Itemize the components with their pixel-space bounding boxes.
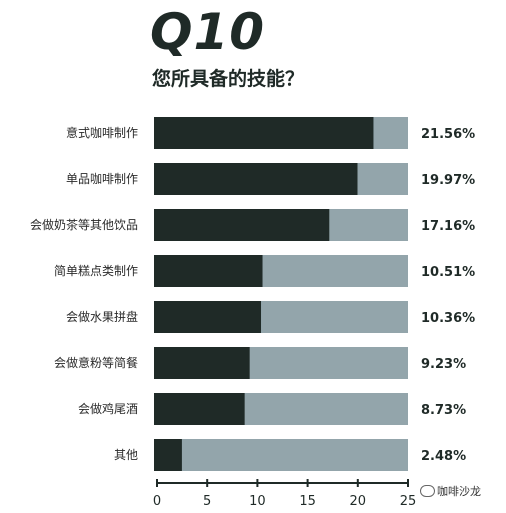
chart-subtitle: 您所具备的技能？ bbox=[152, 68, 305, 90]
category-label: 会做奶茶等其他饮品 bbox=[30, 217, 138, 232]
value-label: 17.16% bbox=[421, 219, 475, 234]
category-label: 简单糕点类制作 bbox=[54, 264, 138, 278]
value-label: 2.48% bbox=[421, 449, 466, 464]
bar bbox=[154, 255, 263, 287]
chart-title: Q10 bbox=[150, 3, 266, 61]
category-label: 会做意粉等简餐 bbox=[54, 355, 138, 370]
value-label: 19.97% bbox=[421, 173, 475, 188]
bar-track bbox=[154, 439, 408, 471]
value-label: 8.73% bbox=[421, 403, 466, 418]
bar bbox=[154, 301, 262, 333]
x-tick-label: 5 bbox=[203, 494, 211, 509]
category-label: 其他 bbox=[114, 448, 138, 462]
category-label: 会做鸡尾酒 bbox=[78, 401, 138, 416]
category-label: 单品咖啡制作 bbox=[66, 171, 138, 186]
value-label: 10.51% bbox=[421, 265, 475, 280]
value-label: 10.36% bbox=[421, 311, 475, 326]
x-tick-label: 10 bbox=[249, 494, 266, 509]
x-tick-label: 15 bbox=[299, 494, 316, 509]
wechat-icon bbox=[420, 485, 435, 497]
watermark: 咖啡沙龙 bbox=[420, 483, 481, 499]
bar bbox=[154, 209, 330, 241]
watermark-text: 咖啡沙龙 bbox=[437, 485, 481, 498]
value-label: 21.56% bbox=[421, 127, 475, 142]
x-tick-label: 25 bbox=[400, 494, 417, 509]
x-tick-label: 0 bbox=[153, 494, 161, 509]
bar bbox=[154, 117, 374, 149]
bar bbox=[154, 163, 358, 195]
bar bbox=[154, 439, 182, 471]
bar bbox=[154, 347, 250, 379]
bar bbox=[154, 393, 245, 425]
category-label: 会做水果拼盘 bbox=[66, 309, 138, 324]
category-label: 意式咖啡制作 bbox=[66, 125, 138, 140]
value-label: 9.23% bbox=[421, 357, 466, 372]
x-tick-label: 20 bbox=[350, 494, 367, 509]
